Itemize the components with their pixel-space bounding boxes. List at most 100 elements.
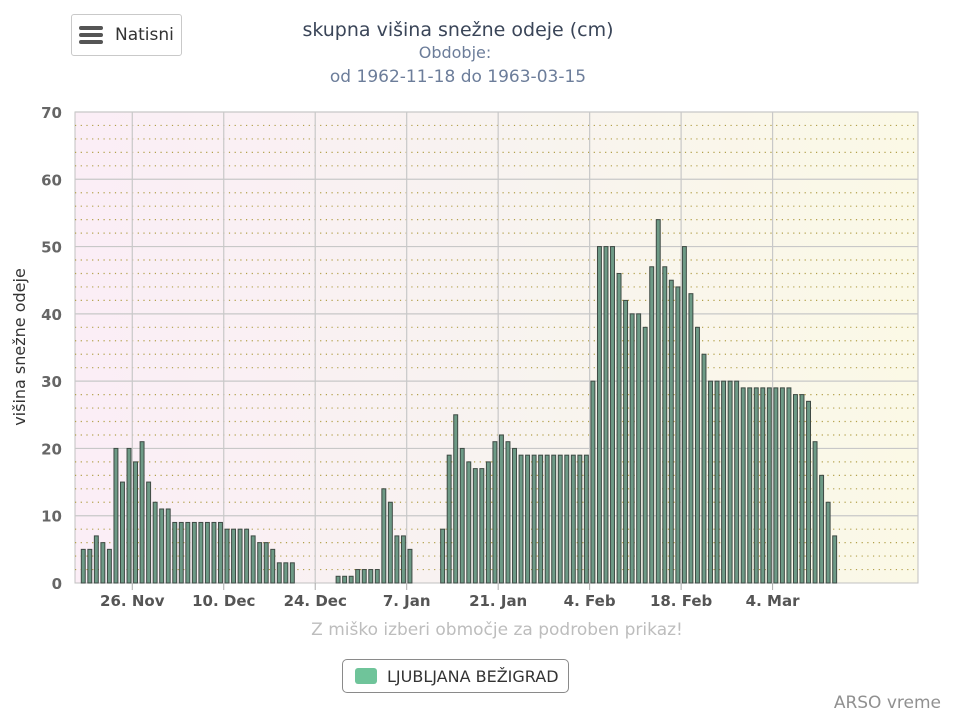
x-tick-label: 24. Dec — [284, 592, 347, 610]
bar — [224, 528, 230, 584]
bar — [400, 535, 406, 584]
bar — [806, 400, 811, 584]
bar — [747, 387, 753, 584]
bar — [623, 299, 629, 584]
x-tick-label: 4. Mar — [746, 592, 800, 610]
bar — [512, 447, 517, 584]
bar — [381, 488, 387, 584]
bar — [263, 542, 269, 584]
bar — [459, 447, 465, 584]
credits-link[interactable]: ARSO vreme — [833, 693, 941, 713]
bar — [812, 441, 818, 584]
x-tick-label: 7. Jan — [383, 592, 431, 610]
bar — [244, 528, 250, 584]
bar — [374, 569, 380, 584]
axes: 0 10 20 30 40 50 60 70 26. Nov 10. Dec 24. Dec 7. J… — [41, 104, 800, 610]
bar — [407, 548, 413, 584]
chart-subtitle-line2: od 1962-11-18 do 1963-03-15 — [330, 67, 586, 87]
bar — [100, 542, 106, 584]
bar — [440, 528, 446, 584]
bar — [636, 313, 642, 584]
bar — [531, 454, 537, 584]
bar — [191, 521, 197, 584]
bar — [185, 521, 191, 584]
bar — [544, 454, 550, 584]
bar — [564, 454, 570, 584]
bar — [172, 521, 178, 584]
bar — [616, 272, 622, 584]
bar — [538, 454, 544, 584]
bar — [675, 286, 681, 584]
bar — [218, 521, 223, 584]
bar — [348, 575, 354, 584]
bar — [655, 219, 661, 584]
bar — [126, 447, 132, 584]
bar — [152, 501, 158, 584]
y-tick-label: 40 — [41, 306, 62, 324]
x-tick-label: 10. Dec — [192, 592, 255, 610]
bar — [453, 414, 459, 584]
y-tick-label: 30 — [41, 373, 62, 391]
bar — [701, 353, 707, 584]
bar — [394, 535, 400, 584]
bar — [819, 474, 825, 584]
bar — [766, 387, 772, 584]
print-menu-button[interactable]: Natisni — [71, 14, 182, 56]
y-tick-label: 0 — [52, 575, 62, 593]
bar — [525, 454, 531, 584]
x-tick-label: 4. Feb — [564, 592, 616, 610]
bar — [740, 387, 746, 584]
bar — [570, 454, 576, 584]
bar — [779, 387, 785, 584]
x-tick-label: 21. Jan — [469, 592, 527, 610]
bar — [596, 246, 602, 584]
bar — [662, 266, 668, 584]
chart-subtitle-line1: Obdobje: — [419, 43, 492, 62]
bar — [649, 266, 655, 584]
bar — [479, 468, 485, 584]
bar — [668, 279, 674, 584]
legend-item[interactable]: LJUBLJANA BEŽIGRAD — [342, 659, 569, 693]
bar — [250, 535, 256, 584]
bar — [270, 548, 276, 584]
bars — [80, 219, 838, 584]
bar — [204, 521, 210, 584]
bar — [93, 535, 99, 584]
bar — [727, 380, 733, 584]
bar — [283, 562, 289, 584]
bar — [786, 387, 792, 584]
chart-zoom-hint: Z miško izberi območje za podroben prika… — [311, 620, 683, 640]
bar — [681, 246, 687, 584]
bar — [557, 454, 563, 584]
chart-title: skupna višina snežne odeje (cm) — [302, 19, 613, 41]
bar — [629, 313, 635, 584]
bar — [825, 501, 831, 584]
bar — [178, 521, 184, 584]
x-tick-label: 18. Feb — [650, 592, 713, 610]
bar — [165, 508, 171, 584]
bar — [472, 468, 478, 584]
bar — [87, 548, 93, 584]
bar — [590, 380, 596, 584]
bar — [610, 246, 615, 584]
bar — [792, 394, 798, 584]
bar — [505, 441, 511, 584]
y-tick-label: 60 — [41, 171, 62, 189]
bar — [139, 441, 145, 584]
bar — [335, 575, 341, 584]
bar — [120, 481, 125, 584]
bar — [237, 528, 243, 584]
y-tick-label: 70 — [41, 104, 62, 122]
bar — [832, 535, 838, 584]
y-axis-title: višina snežne odeje — [10, 268, 29, 426]
bar — [289, 562, 295, 584]
bar — [551, 454, 557, 584]
bar — [721, 380, 727, 584]
bar — [799, 394, 805, 584]
bar — [446, 454, 452, 584]
bar — [211, 521, 217, 584]
bar — [106, 548, 112, 584]
legend-label: LJUBLJANA BEŽIGRAD — [387, 666, 559, 686]
bar — [760, 387, 766, 584]
